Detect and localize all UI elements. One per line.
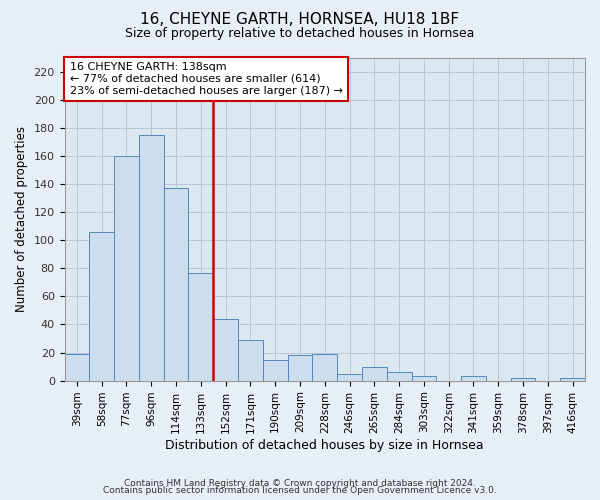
Bar <box>461 376 486 380</box>
Bar <box>139 135 164 380</box>
Text: 16 CHEYNE GARTH: 138sqm
← 77% of detached houses are smaller (614)
23% of semi-d: 16 CHEYNE GARTH: 138sqm ← 77% of detache… <box>70 62 343 96</box>
Bar <box>65 354 89 380</box>
Bar <box>89 232 114 380</box>
Bar <box>188 272 213 380</box>
Text: Size of property relative to detached houses in Hornsea: Size of property relative to detached ho… <box>125 28 475 40</box>
Text: Contains HM Land Registry data © Crown copyright and database right 2024.: Contains HM Land Registry data © Crown c… <box>124 478 476 488</box>
Bar <box>114 156 139 380</box>
Y-axis label: Number of detached properties: Number of detached properties <box>15 126 28 312</box>
Text: 16, CHEYNE GARTH, HORNSEA, HU18 1BF: 16, CHEYNE GARTH, HORNSEA, HU18 1BF <box>140 12 460 28</box>
Text: Contains public sector information licensed under the Open Government Licence v3: Contains public sector information licen… <box>103 486 497 495</box>
Bar <box>511 378 535 380</box>
Bar <box>387 372 412 380</box>
Bar <box>337 374 362 380</box>
Bar <box>560 378 585 380</box>
Bar <box>238 340 263 380</box>
X-axis label: Distribution of detached houses by size in Hornsea: Distribution of detached houses by size … <box>166 440 484 452</box>
Bar <box>164 188 188 380</box>
Bar <box>313 354 337 380</box>
Bar <box>263 360 287 380</box>
Bar <box>287 356 313 380</box>
Bar <box>213 319 238 380</box>
Bar <box>412 376 436 380</box>
Bar <box>362 366 387 380</box>
